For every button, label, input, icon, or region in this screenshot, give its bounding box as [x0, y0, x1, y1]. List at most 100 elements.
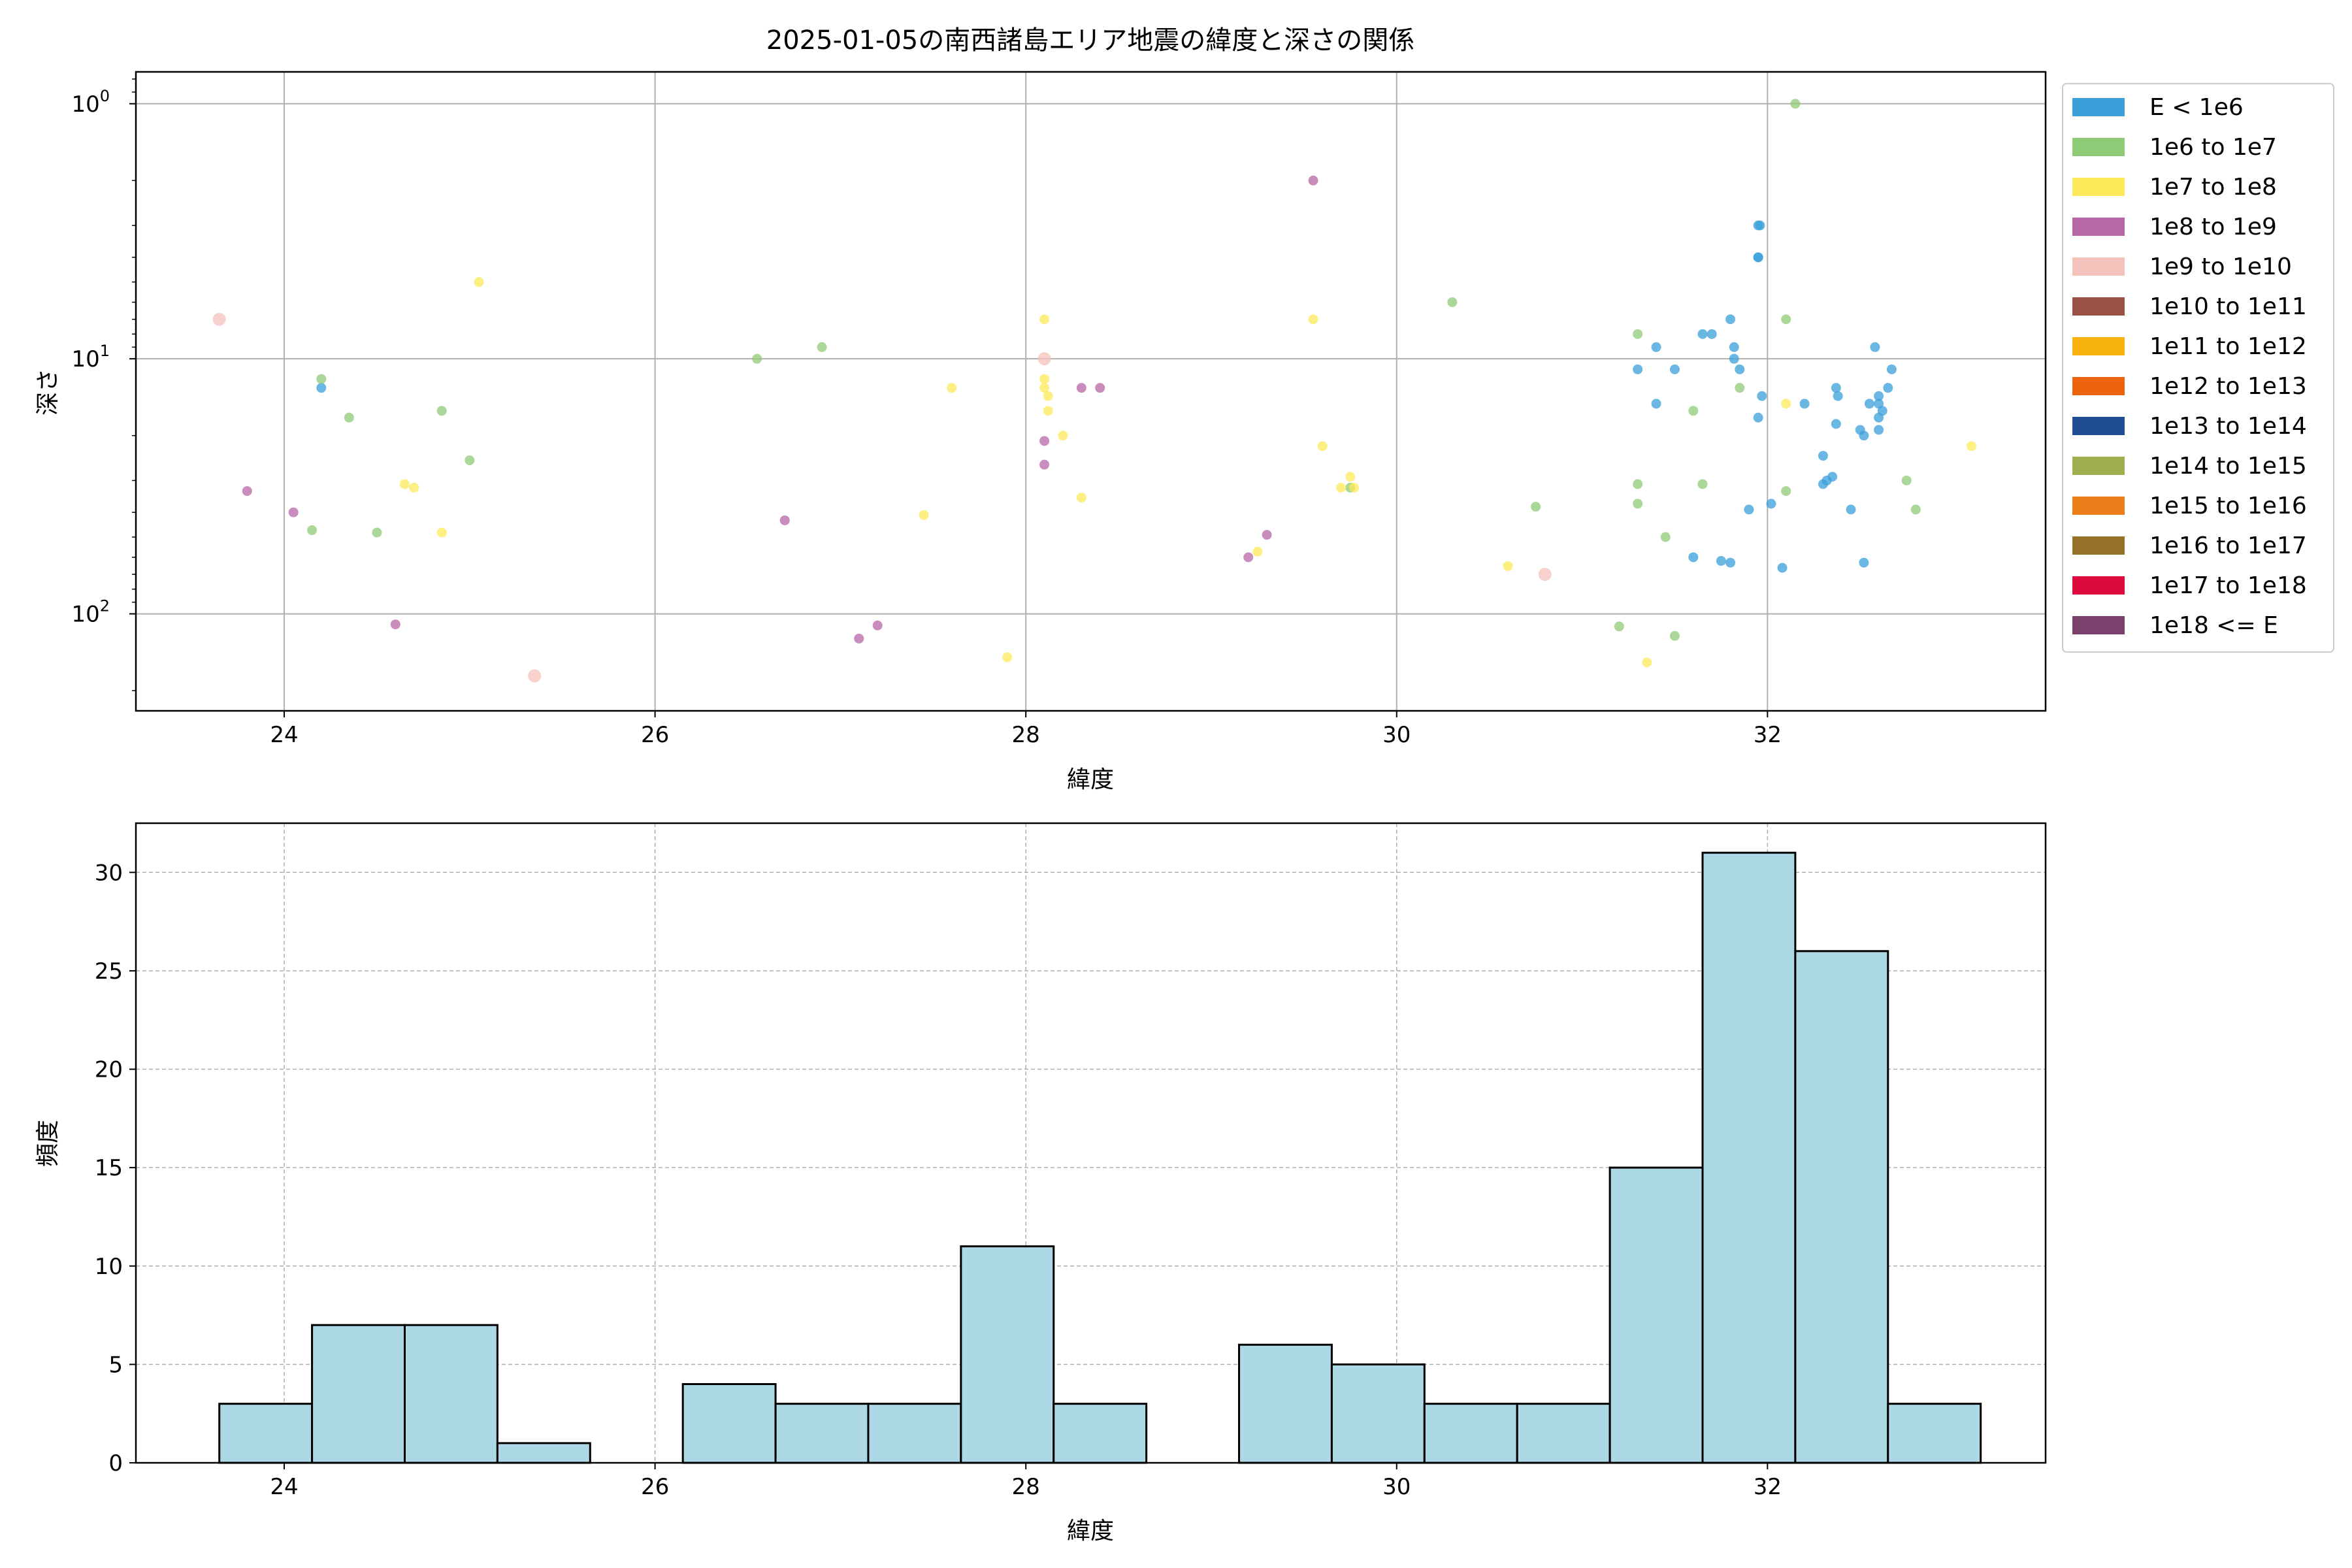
scatter-point — [1614, 621, 1624, 632]
scatter-point — [1757, 391, 1767, 401]
histogram-y-axis-label: 頻度 — [35, 1120, 61, 1167]
scatter-point — [1651, 342, 1661, 352]
scatter-point — [1447, 297, 1458, 308]
scatter-point — [465, 455, 475, 466]
scatter-grid — [136, 72, 2046, 711]
scatter-point — [1883, 383, 1893, 393]
scatter-point — [1688, 406, 1699, 416]
histogram-bar — [1516, 1403, 1611, 1464]
scatter-point — [1642, 657, 1652, 668]
histogram-plot-frame — [135, 822, 2047, 1464]
scatter-y-tick-label: 102 — [71, 597, 110, 628]
scatter-point — [1076, 383, 1086, 393]
scatter-point — [1753, 412, 1763, 423]
scatter-point — [1669, 630, 1680, 641]
legend-label: 1e14 to 1e15 — [2149, 453, 2307, 480]
legend: E < 1e6 1e6 to 1e7 1e7 to 1e8 1e8 to 1e9 1e9… — [2062, 83, 2334, 653]
scatter-point — [528, 669, 542, 683]
scatter-point — [390, 619, 400, 630]
scatter-x-tick-label: 32 — [1754, 722, 1782, 748]
scatter-point — [854, 633, 864, 644]
scatter-y-tick-exponent: 0 — [100, 87, 110, 105]
legend-label: 1e11 to 1e12 — [2149, 333, 2307, 360]
legend-swatch — [2072, 377, 2125, 395]
histogram-bar — [1053, 1403, 1148, 1464]
scatter-point — [1735, 383, 1745, 393]
scatter-point — [1039, 374, 1050, 384]
scatter-point — [1697, 479, 1708, 489]
scatter-point — [1744, 504, 1754, 515]
scatter-point — [1753, 252, 1763, 263]
histogram-bar — [1238, 1343, 1333, 1464]
histogram-y-tick-label: 15 — [95, 1155, 123, 1181]
scatter-point — [1877, 406, 1887, 416]
scatter-point — [1831, 419, 1841, 429]
scatter-point — [919, 510, 929, 520]
histogram-y-tick-label: 5 — [108, 1352, 123, 1378]
scatter-point — [1755, 220, 1765, 231]
legend-label: 1e10 to 1e11 — [2149, 293, 2307, 320]
scatter-point — [1633, 364, 1643, 374]
scatter-point — [1870, 342, 1880, 352]
legend-swatch — [2072, 417, 2125, 435]
scatter-y-axis-label: 深さ — [35, 368, 61, 416]
histogram-y-tick-label: 30 — [95, 860, 123, 886]
scatter-point — [1243, 552, 1254, 563]
scatter-point — [817, 342, 827, 352]
scatter-title: 2025-01-05の南西諸島エリア地震の緯度と深さの関係 — [766, 25, 1414, 56]
scatter-x-tick-label: 24 — [270, 722, 298, 748]
scatter-point — [1037, 352, 1051, 366]
scatter-point — [1503, 561, 1513, 572]
legend-swatch — [2072, 497, 2125, 515]
scatter-point — [1716, 556, 1726, 566]
histogram-bar — [867, 1403, 962, 1464]
scatter-point — [1317, 441, 1328, 451]
scatter-point — [1308, 175, 1318, 186]
scatter-point — [1864, 399, 1874, 409]
legend-swatch — [2072, 257, 2125, 276]
scatter-point — [1039, 436, 1050, 446]
legend-swatch — [2072, 297, 2125, 316]
histogram-panel: 緯度 頻度 24 26 28 30 32 0 5 10 15 20 25 30 — [35, 822, 2047, 1544]
histogram-axes: 24 26 28 30 32 0 5 10 15 20 25 30 — [95, 822, 2047, 1500]
histogram-bar — [218, 1403, 314, 1464]
scatter-point — [1651, 399, 1661, 409]
scatter-series — [212, 312, 1552, 683]
scatter-point — [1725, 557, 1736, 568]
scatter-series — [307, 99, 1921, 641]
scatter-point — [1039, 314, 1050, 325]
scatter-point — [1781, 399, 1791, 409]
histogram-bar — [1794, 950, 1889, 1464]
scatter-point — [779, 515, 790, 525]
scatter-point — [288, 507, 299, 517]
scatter-series — [399, 277, 1976, 668]
scatter-point — [947, 383, 957, 393]
legend-swatch — [2072, 138, 2125, 156]
scatter-plot-frame — [135, 71, 2047, 712]
legend-swatch — [2072, 218, 2125, 236]
scatter-point — [1669, 364, 1680, 374]
histogram-x-tick-label: 32 — [1754, 1474, 1782, 1500]
histogram-x-tick-label: 28 — [1012, 1474, 1040, 1500]
scatter-y-tick-label: 101 — [71, 342, 110, 372]
scatter-point — [1735, 364, 1745, 374]
scatter-point — [1348, 482, 1359, 493]
scatter-point — [1039, 459, 1050, 470]
legend-swatch — [2072, 337, 2125, 355]
scatter-point — [1766, 498, 1776, 509]
scatter-x-tick-label: 26 — [641, 722, 669, 748]
scatter-point — [1252, 546, 1263, 557]
legend-swatch — [2072, 457, 2125, 475]
scatter-y-tick-label: 100 — [71, 87, 110, 118]
scatter-point — [307, 525, 318, 536]
legend-label: 1e13 to 1e14 — [2149, 413, 2307, 440]
scatter-point — [316, 374, 327, 384]
scatter-point — [1531, 502, 1541, 512]
scatter-point — [1002, 652, 1013, 662]
legend-label: 1e16 to 1e17 — [2149, 532, 2307, 559]
histogram-x-tick-label: 24 — [270, 1474, 298, 1500]
scatter-point — [1859, 557, 1869, 568]
scatter-point — [1043, 391, 1053, 401]
scatter-point — [752, 353, 762, 364]
scatter-point — [1039, 383, 1050, 393]
